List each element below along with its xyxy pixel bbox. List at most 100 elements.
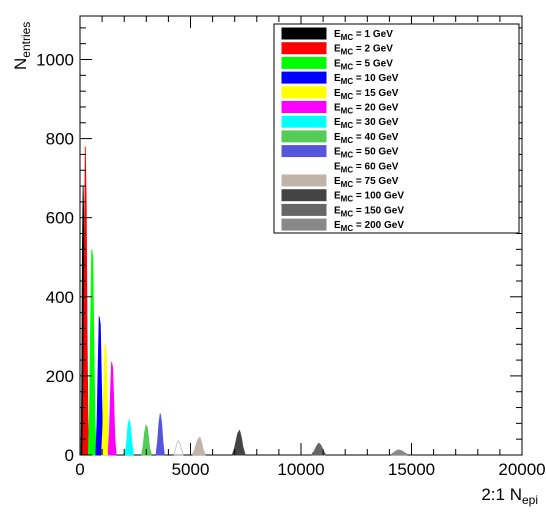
legend-entry-label: = 100 GeV [353, 191, 404, 202]
legend-entry-sub: MC [341, 209, 354, 218]
legend-swatch [281, 174, 327, 187]
y-axis-title-main: N [11, 58, 30, 70]
legend-entry-label: = 30 GeV [353, 117, 399, 128]
legend-entry-name: E [334, 103, 341, 114]
legend-entry-sub: MC [341, 121, 354, 130]
legend-entry-label: = 15 GeV [353, 88, 399, 99]
legend-entry: EMC = 100 GeV [334, 191, 404, 204]
series-peak-9 [173, 440, 184, 456]
legend-entry-name: E [334, 73, 341, 84]
legend-entry-sub: MC [341, 62, 354, 71]
legend-entry-label: = 75 GeV [353, 176, 399, 187]
x-tick-label: 15000 [388, 460, 435, 479]
legend-entry-sub: MC [341, 92, 354, 101]
x-tick-label: 0 [75, 460, 84, 479]
legend-entry-name: E [334, 117, 341, 128]
legend-entry-sub: MC [341, 195, 354, 204]
x-tick-label: 20000 [498, 460, 545, 479]
legend-entry-label: = 20 GeV [353, 103, 399, 114]
legend-entry: EMC = 2 GeV [334, 44, 393, 57]
legend-entry: EMC = 10 GeV [334, 73, 399, 86]
legend-entry: EMC = 50 GeV [334, 147, 399, 160]
legend-swatch [281, 71, 327, 84]
y-tick-label: 600 [46, 209, 74, 228]
legend-entry-name: E [334, 58, 341, 69]
legend-entry-sub: MC [341, 151, 354, 160]
legend-entry: EMC = 150 GeV [334, 205, 404, 218]
legend-entry: EMC = 200 GeV [334, 220, 404, 233]
legend-entry: EMC = 1 GeV [334, 29, 393, 42]
legend-entry-name: E [334, 220, 341, 231]
x-axis-title-sub: epi [522, 493, 538, 507]
legend-entry-label: = 40 GeV [353, 132, 399, 143]
series-peak-10 [192, 436, 206, 456]
legend-swatch [282, 160, 326, 172]
x-tick-label: 5000 [172, 460, 210, 479]
legend-swatch [281, 218, 327, 231]
y-axis-title: Nentries [11, 22, 33, 70]
x-axis-title: 2:1 Nepi [481, 485, 538, 507]
legend-entry-label: = 10 GeV [353, 73, 399, 84]
legend-entry-label: = 60 GeV [353, 161, 399, 172]
legend-entry-label: = 1 GeV [353, 29, 393, 40]
legend-entry-name: E [334, 88, 341, 99]
legend-entry-sub: MC [341, 48, 354, 57]
legend-entry-sub: MC [341, 136, 354, 145]
legend-entry-label: = 2 GeV [353, 44, 393, 55]
legend-entry-name: E [334, 147, 341, 158]
y-axis-title-sub: entries [19, 22, 33, 58]
legend-entry-name: E [334, 29, 341, 40]
x-tick-label: 10000 [277, 460, 324, 479]
legend-swatch [281, 27, 327, 40]
y-tick-label: 1000 [36, 51, 74, 70]
legend-entry-label: = 50 GeV [353, 147, 399, 158]
legend-entry: EMC = 60 GeV [334, 161, 399, 174]
legend-entry-name: E [334, 161, 341, 172]
legend-entry-sub: MC [341, 77, 354, 86]
y-tick-label: 800 [46, 130, 74, 149]
series-peak-12 [311, 442, 326, 456]
legend-entry-label: = 150 GeV [353, 205, 404, 216]
legend-entry-name: E [334, 176, 341, 187]
legend-entry-sub: MC [341, 224, 354, 233]
series-peak-2 [88, 249, 97, 456]
legend-swatch [281, 130, 327, 143]
legend-entry: EMC = 75 GeV [334, 176, 399, 189]
series-peak-11 [232, 429, 246, 456]
legend-entry: EMC = 30 GeV [334, 117, 399, 130]
legend-entry-name: E [334, 44, 341, 55]
legend-entry-name: E [334, 205, 341, 216]
legend-entry-name: E [334, 191, 341, 202]
legend-entry: EMC = 20 GeV [334, 103, 399, 116]
series-peak-4 [101, 344, 110, 456]
legend-entry-name: E [334, 132, 341, 143]
legend-swatch [281, 145, 327, 158]
legend-swatch [281, 189, 327, 202]
legend-swatch [281, 42, 327, 55]
series-peak-7 [141, 424, 152, 456]
legend-entry: EMC = 40 GeV [334, 132, 399, 145]
legend-entry-sub: MC [341, 165, 354, 174]
series-peak-13 [391, 449, 408, 456]
series-peak-5 [107, 362, 117, 456]
series-peak-8 [155, 413, 165, 456]
legend-swatch [281, 56, 327, 69]
legend-entry-sub: MC [341, 107, 354, 116]
y-tick-label: 0 [65, 446, 74, 465]
legend-entry-sub: MC [341, 180, 354, 189]
legend-entry-sub: MC [341, 33, 354, 42]
legend-entry-label: = 200 GeV [353, 220, 404, 231]
x-axis-title-main: 2:1 N [481, 485, 522, 504]
legend-swatch [281, 115, 327, 128]
legend-swatch [281, 203, 327, 216]
y-tick-label: 200 [46, 367, 74, 386]
histogram-marks [80, 146, 408, 456]
legend-swatch [281, 101, 327, 113]
legend-swatch [281, 86, 327, 99]
series-peak-6 [124, 419, 134, 456]
legend-entry: EMC = 5 GeV [334, 58, 393, 71]
y-tick-label: 400 [46, 288, 74, 307]
legend-entry: EMC = 15 GeV [334, 88, 399, 101]
